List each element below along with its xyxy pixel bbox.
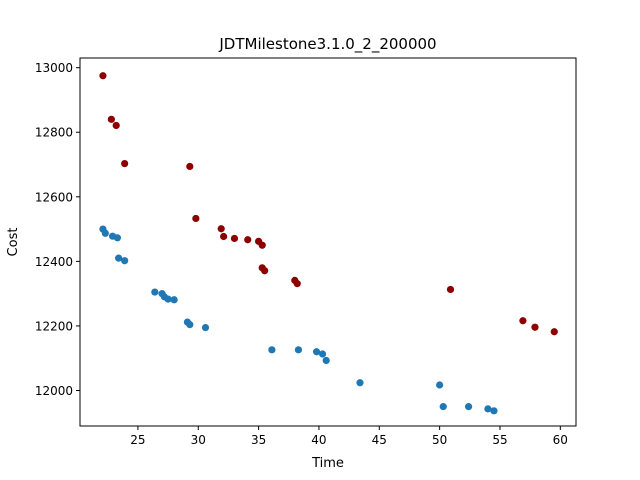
data-point — [484, 405, 492, 413]
data-point — [294, 346, 303, 354]
data-point — [220, 232, 228, 241]
data-point — [244, 236, 252, 244]
y-tick-label: 13000 — [35, 61, 73, 75]
y-tick-label: 12000 — [35, 384, 73, 398]
data-point — [446, 285, 455, 294]
y-tick-label: 12200 — [35, 319, 73, 333]
x-tick-label: 40 — [311, 433, 326, 447]
data-point — [436, 381, 444, 389]
x-tick-label: 45 — [372, 433, 387, 447]
data-point — [531, 323, 539, 331]
data-point — [115, 254, 123, 262]
y-tick-label: 12800 — [35, 126, 73, 140]
chart-title: JDTMilestone3.1.0_2_200000 — [218, 35, 436, 54]
data-point — [293, 280, 301, 288]
data-point — [261, 267, 269, 275]
data-point — [107, 115, 115, 123]
x-tick-label: 50 — [432, 433, 447, 447]
data-point — [201, 323, 210, 332]
data-point — [230, 234, 239, 243]
data-point — [356, 379, 364, 387]
x-tick-label: 60 — [553, 433, 568, 447]
data-point — [439, 403, 447, 411]
data-point — [186, 321, 194, 329]
x-axis-ticks: 25 30 35 40 45 50 55 60 — [130, 426, 568, 447]
data-point — [99, 72, 107, 80]
data-point — [186, 162, 194, 171]
data-point — [121, 159, 129, 168]
data-point — [318, 350, 327, 358]
y-axis-label: Cost — [6, 228, 21, 257]
y-axis-ticks: 12000 12200 12400 12600 12800 13000 — [35, 61, 80, 398]
data-point — [192, 214, 200, 223]
data-point — [312, 348, 321, 356]
plot-frame — [79, 57, 577, 427]
data-point — [164, 295, 172, 303]
x-tick-label: 55 — [492, 433, 507, 447]
y-tick-label: 12400 — [35, 255, 73, 269]
data-point — [490, 407, 498, 415]
data-point — [217, 225, 225, 233]
x-tick-label: 30 — [191, 433, 206, 447]
data-point — [322, 356, 330, 365]
data-point — [550, 328, 558, 336]
data-point — [101, 229, 109, 237]
data-point — [113, 234, 122, 242]
data-point — [112, 121, 120, 130]
x-tick-label: 35 — [251, 433, 266, 447]
data-points — [99, 72, 558, 415]
x-tick-label: 25 — [130, 433, 145, 447]
data-point — [121, 257, 129, 265]
data-point — [170, 296, 178, 304]
data-point — [258, 241, 266, 249]
data-point — [268, 346, 276, 354]
data-point — [464, 403, 473, 411]
x-axis-label: Time — [311, 456, 344, 471]
data-point — [151, 288, 159, 296]
y-tick-label: 12600 — [35, 190, 73, 204]
data-point — [519, 317, 527, 325]
